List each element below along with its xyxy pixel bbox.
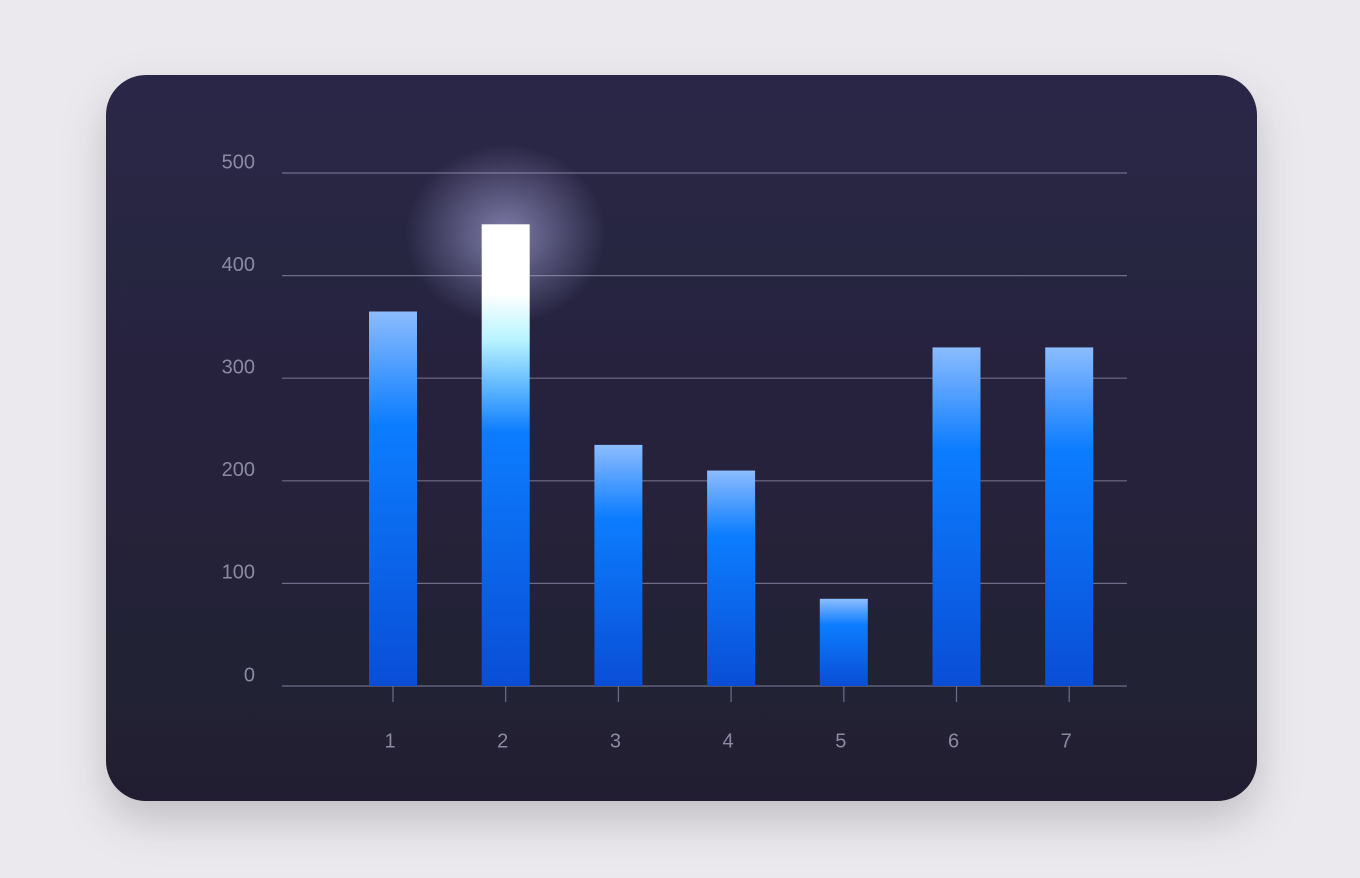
- y-tick-label: 500: [222, 151, 255, 173]
- x-tick-label: 2: [497, 730, 508, 752]
- x-tick-label: 5: [835, 730, 846, 752]
- bar: [707, 470, 756, 686]
- bar: [932, 347, 981, 686]
- x-tick-label: 7: [1061, 730, 1072, 752]
- y-tick-label: 400: [222, 254, 255, 276]
- x-tick-label: 4: [723, 730, 734, 752]
- bar: [594, 444, 643, 686]
- x-tick-label: 6: [948, 730, 959, 752]
- y-tick-label: 100: [222, 562, 255, 584]
- x-tick-label: 3: [610, 730, 621, 752]
- y-tick-label: 300: [222, 356, 255, 378]
- bar: [481, 224, 530, 687]
- bar: [369, 311, 417, 686]
- y-tick-label: 0: [244, 664, 255, 686]
- x-tick-label: 1: [384, 730, 395, 752]
- y-tick-label: 200: [222, 459, 255, 481]
- bar: [1045, 347, 1094, 686]
- bar: [819, 598, 868, 686]
